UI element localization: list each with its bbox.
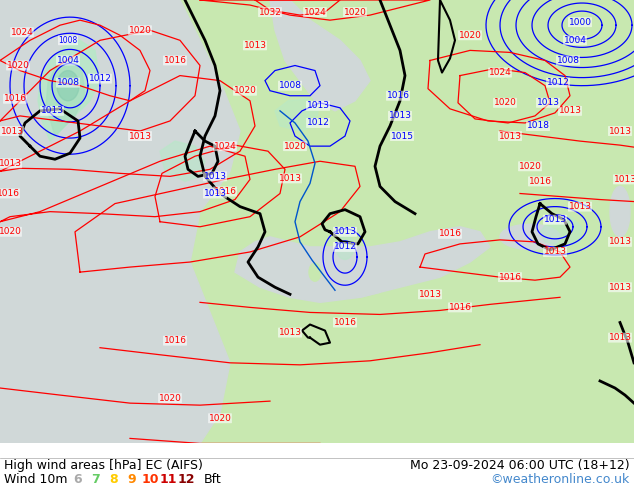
Text: 1013: 1013 [41,106,63,115]
Text: 1024: 1024 [304,7,327,17]
Text: Mo 23-09-2024 06:00 UTC (18+12): Mo 23-09-2024 06:00 UTC (18+12) [410,459,630,472]
Text: 1013: 1013 [543,215,567,224]
Text: 1020: 1020 [158,393,181,403]
Text: 1016: 1016 [448,303,472,312]
Text: 1013: 1013 [569,202,592,211]
Polygon shape [0,242,150,443]
Text: 12: 12 [178,473,195,487]
Text: 1012: 1012 [89,74,112,83]
Polygon shape [270,0,370,111]
Ellipse shape [336,234,354,260]
Text: 1013: 1013 [559,106,581,115]
Text: 1016: 1016 [164,56,186,65]
Text: 1012: 1012 [307,119,330,127]
Ellipse shape [500,224,560,249]
Text: 1016: 1016 [333,318,356,327]
Text: 1016: 1016 [439,229,462,238]
Text: 1016: 1016 [498,272,522,282]
Text: 1013: 1013 [389,111,411,121]
Polygon shape [0,0,240,443]
Text: 1013: 1013 [306,101,330,110]
Text: 1013: 1013 [609,333,631,342]
Text: 1015: 1015 [391,131,413,141]
Text: 8: 8 [110,473,119,487]
Ellipse shape [309,263,321,281]
Polygon shape [38,40,100,141]
Text: 1013: 1013 [418,290,441,299]
Text: 1013: 1013 [609,237,631,246]
Text: 1024: 1024 [214,142,236,150]
Text: 1016: 1016 [214,187,236,196]
Text: 1020: 1020 [458,31,481,40]
Text: 1000: 1000 [569,18,592,26]
Text: 10: 10 [141,473,158,487]
Text: 1012: 1012 [547,78,569,87]
Text: 1008: 1008 [58,36,77,45]
Text: 1016: 1016 [164,336,186,345]
Text: 1020: 1020 [519,162,541,171]
Text: 1013: 1013 [0,159,22,168]
Text: 1020: 1020 [0,227,22,236]
Text: 1013: 1013 [129,131,152,141]
Text: 1012: 1012 [333,243,356,251]
Text: 1020: 1020 [283,142,306,150]
Text: 1013: 1013 [609,126,631,136]
Text: 1013: 1013 [1,126,23,136]
Text: 1013: 1013 [614,175,634,184]
Text: 1013: 1013 [536,98,559,107]
Text: 1020: 1020 [344,7,366,17]
Text: 1032: 1032 [259,7,281,17]
Text: Wind 10m: Wind 10m [4,473,67,487]
Polygon shape [540,217,582,247]
Text: 7: 7 [92,473,100,487]
Text: 1013: 1013 [609,283,631,292]
Text: ©weatheronline.co.uk: ©weatheronline.co.uk [491,473,630,487]
Polygon shape [235,227,490,302]
Text: 9: 9 [127,473,136,487]
Text: 1013: 1013 [204,172,226,181]
Text: 1024: 1024 [11,28,34,37]
Polygon shape [275,99,318,131]
Text: 1004: 1004 [564,36,586,45]
Text: 1013: 1013 [333,227,356,236]
Text: 1016: 1016 [0,189,20,198]
Polygon shape [340,264,390,297]
Text: 1013: 1013 [278,328,302,337]
Text: 1020: 1020 [209,414,231,423]
Text: 1013: 1013 [278,174,302,183]
Text: 1013: 1013 [204,189,226,198]
Text: 1016: 1016 [529,177,552,186]
Text: 1013: 1013 [498,131,522,141]
Text: 1008: 1008 [278,81,302,90]
Text: 1020: 1020 [493,98,517,107]
Text: 1020: 1020 [233,86,256,95]
Text: 1018: 1018 [526,122,550,130]
Text: 1020: 1020 [129,26,152,35]
Polygon shape [46,55,85,136]
Ellipse shape [610,187,630,237]
Text: 1020: 1020 [6,61,29,70]
Text: 1008: 1008 [56,78,79,87]
Text: 1013: 1013 [243,41,266,50]
Text: 1016: 1016 [4,94,27,103]
Text: 6: 6 [74,473,82,487]
Text: 1013: 1013 [543,247,567,256]
Text: High wind areas [hPa] EC (AIFS): High wind areas [hPa] EC (AIFS) [4,459,203,472]
Text: Bft: Bft [204,473,222,487]
Text: 1004: 1004 [56,56,79,65]
Ellipse shape [57,71,79,101]
Text: 1016: 1016 [387,91,410,100]
Text: 1024: 1024 [489,68,512,77]
Polygon shape [160,141,205,181]
Text: 11: 11 [159,473,177,487]
Text: 1008: 1008 [557,56,579,65]
